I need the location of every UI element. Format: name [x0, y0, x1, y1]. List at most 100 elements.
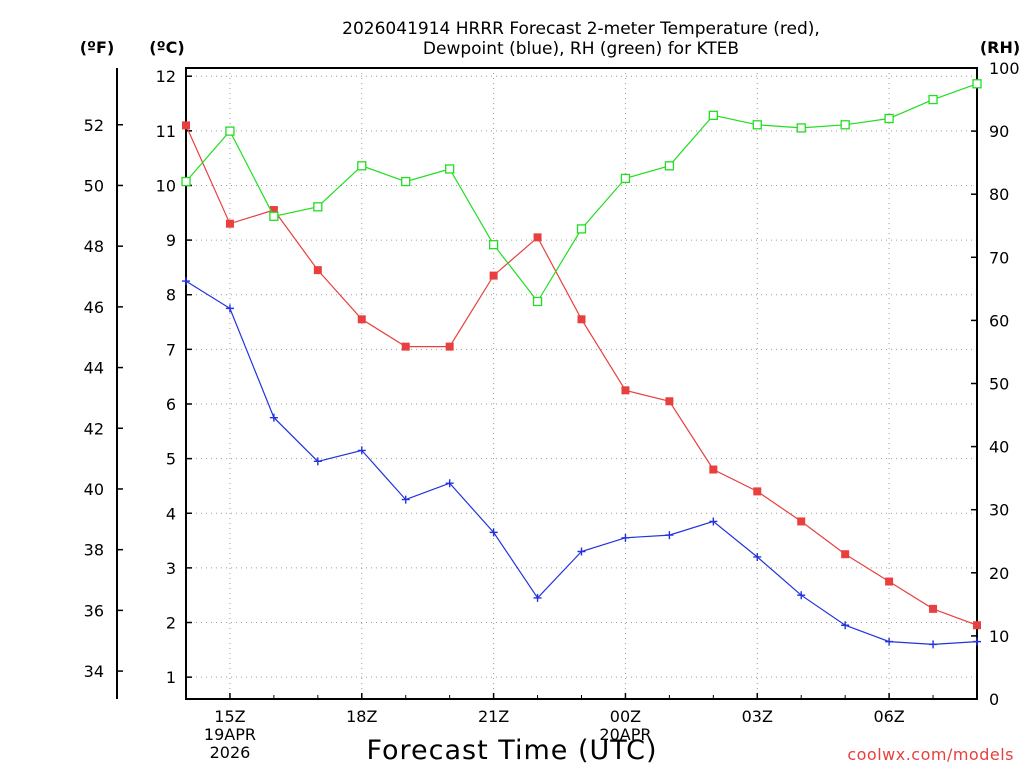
rh-point — [796, 123, 806, 133]
dewpoint-point — [885, 637, 894, 646]
dewpoint-point — [445, 479, 454, 488]
time-tick-label: 03Z — [742, 707, 773, 726]
dewpoint-line — [185, 280, 978, 646]
temperature-point — [489, 271, 498, 280]
fahrenheit-unit-label: (ºF) — [80, 38, 115, 57]
rh-tick-label: 100 — [989, 59, 1020, 78]
rh-point — [225, 126, 235, 136]
temperature-point — [357, 315, 366, 324]
time-tick-label: 00Z — [610, 707, 641, 726]
gridlines — [186, 68, 977, 699]
rh-point — [708, 110, 718, 120]
celsius-tick-label: 7 — [166, 340, 176, 359]
rh-tick-label: 20 — [989, 564, 1009, 583]
dewpoint-point — [841, 621, 850, 630]
celsius-tick-label: 2 — [166, 614, 176, 633]
temperature-point — [973, 621, 981, 630]
temperature-point — [621, 386, 630, 395]
celsius-tick-label: 9 — [166, 231, 176, 250]
temperature-point — [885, 577, 894, 586]
time-tick-label: 21Z — [478, 707, 509, 726]
temperature-point — [929, 604, 938, 613]
rh-unit-label: (RH) — [980, 38, 1020, 57]
temperature-point — [269, 206, 278, 215]
rh-tick-label: 90 — [989, 122, 1009, 141]
fahrenheit-tick-label: 46 — [84, 298, 104, 317]
rh-point — [357, 161, 367, 171]
rh-point — [664, 161, 675, 171]
rh-point — [752, 120, 762, 130]
temperature-point — [533, 233, 542, 242]
dewpoint-point — [182, 277, 190, 286]
celsius-unit-label: (ºC) — [149, 38, 184, 57]
rh-tick-label: 30 — [989, 501, 1009, 520]
rh-axis: 0 10 20 30 40 50 60 70 80 90 100 — [971, 59, 1020, 709]
date-label: 19APR — [204, 725, 256, 744]
rh-point — [620, 173, 631, 184]
celsius-tick-label: 6 — [166, 395, 176, 414]
rh-point — [576, 224, 587, 234]
dewpoint-point — [973, 637, 981, 646]
temperature-point — [709, 465, 718, 474]
temperature-point — [841, 550, 850, 559]
fahrenheit-tick-label: 38 — [84, 541, 104, 560]
dewpoint-point — [313, 457, 322, 466]
celsius-tick-label: 10 — [156, 176, 176, 195]
fahrenheit-tick-label: 48 — [84, 237, 104, 256]
time-tick-label: 15Z — [214, 707, 245, 726]
time-tick-label: 18Z — [346, 707, 377, 726]
dewpoint-point — [489, 528, 498, 537]
celsius-tick-label: 12 — [156, 67, 176, 86]
dewpoint-point — [709, 517, 718, 526]
celsius-tick-label: 1 — [166, 668, 176, 687]
rh-point — [488, 240, 499, 250]
temperature-point — [577, 315, 586, 324]
rh-tick-label: 0 — [989, 690, 999, 709]
dewpoint-point — [357, 446, 366, 455]
rh-point — [313, 202, 323, 212]
date-label: 20APR — [599, 725, 651, 744]
chart-title-line2: Dewpoint (blue), RH (green) for KTEB — [423, 39, 739, 59]
fahrenheit-tick-label: 36 — [84, 601, 104, 620]
temperature-point — [753, 487, 762, 496]
celsius-tick-label: 11 — [156, 122, 176, 141]
year-label: 2026 — [210, 743, 251, 762]
celsius-tick-label: 4 — [166, 504, 176, 523]
fahrenheit-tick-label: 34 — [84, 662, 104, 681]
dewpoint-point — [929, 640, 938, 649]
rh-point — [884, 113, 894, 124]
temperature-point — [445, 342, 454, 351]
rh-point — [928, 94, 938, 105]
dewpoint-point — [533, 593, 542, 602]
fahrenheit-tick-label: 42 — [84, 419, 104, 438]
chart-title-line1: 2026041914 HRRR Forecast 2-meter Tempera… — [342, 19, 820, 39]
dewpoint-point — [225, 304, 234, 313]
rh-tick-label: 70 — [989, 248, 1009, 267]
rh-tick-label: 10 — [989, 627, 1009, 646]
x-axis-label: Forecast Time (UTC) — [366, 735, 657, 766]
rh-line — [185, 83, 978, 303]
plot-frame — [185, 67, 978, 700]
fahrenheit-tick-label: 44 — [84, 359, 104, 378]
rh-point — [972, 79, 982, 89]
celsius-tick-label: 3 — [166, 559, 176, 578]
rh-point — [840, 120, 850, 130]
rh-point — [401, 176, 411, 187]
series-layer — [181, 79, 982, 649]
rh-point — [532, 296, 543, 307]
dewpoint-point — [665, 531, 674, 540]
temperature-point — [182, 121, 190, 130]
fahrenheit-tick-label: 40 — [84, 480, 104, 499]
celsius-tick-label: 5 — [166, 450, 176, 469]
celsius-tick-label: 8 — [166, 286, 176, 305]
rh-tick-label: 60 — [989, 311, 1009, 330]
dewpoint-point — [621, 533, 630, 542]
temperature-point — [401, 342, 410, 351]
dewpoint-point — [401, 495, 410, 504]
time-tick-label: 06Z — [873, 707, 904, 726]
fahrenheit-tick-label: 52 — [84, 116, 104, 135]
rh-tick-label: 80 — [989, 185, 1009, 204]
